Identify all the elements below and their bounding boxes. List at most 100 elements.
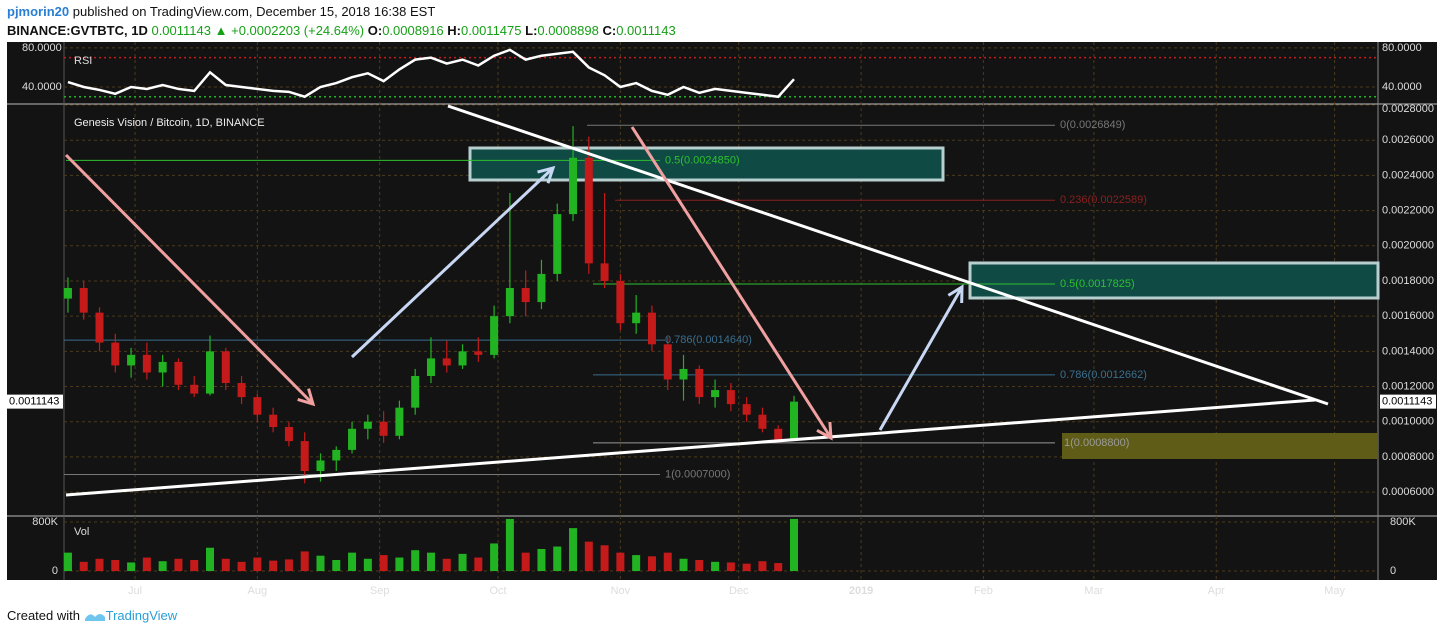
- chart-bg: [7, 42, 1437, 580]
- arrow: [878, 286, 964, 431]
- volume-bar: [316, 555, 325, 572]
- candle-body: [758, 414, 767, 429]
- rsi-tick-label: 80.0000: [22, 42, 62, 54]
- candle-body: [537, 273, 546, 303]
- x-tick-label: Jul: [128, 585, 142, 597]
- candle-body: [253, 397, 262, 415]
- arrow: [64, 153, 315, 406]
- brand[interactable]: TradingView: [105, 608, 178, 623]
- candle-body: [79, 288, 88, 313]
- volume-bar: [395, 557, 404, 572]
- volume-bar: [632, 555, 641, 572]
- candle-body: [95, 312, 104, 343]
- rsi-label: RSI: [74, 55, 92, 67]
- volume-bar: [474, 557, 483, 572]
- grid: [7, 42, 1437, 580]
- volume-bar: [521, 552, 530, 572]
- vol-tick-label: 0: [52, 565, 58, 577]
- target-box: [468, 146, 945, 182]
- candle-body: [190, 384, 199, 394]
- price-tag-bg: [7, 394, 63, 409]
- drawings: [64, 124, 1380, 476]
- candle-body: [348, 428, 357, 450]
- trendline: [447, 104, 1329, 406]
- volume-bar: [458, 553, 467, 572]
- fib-label: 0(0.0026849): [1060, 119, 1125, 131]
- symbol: BINANCE:GVTBTC, 1D: [7, 23, 148, 38]
- rsi-line: [67, 48, 795, 99]
- target-box: [968, 261, 1380, 300]
- fib-label: 0.5(0.0017825): [1060, 278, 1135, 290]
- candle-body: [363, 421, 372, 429]
- arrow: [630, 126, 833, 439]
- overlay: Jul Aug Sep Oct Nov Dec 2019 Feb Mar Apr May 0.0006…: [7, 42, 1436, 597]
- candle-body: [300, 441, 309, 472]
- arrow-head: [947, 284, 964, 304]
- y-tick-label: 0.0016000: [1382, 310, 1434, 322]
- rsi-tick-label: 80.0000: [1382, 42, 1422, 54]
- price-tag-bg: [1380, 394, 1436, 409]
- volume-bar: [569, 528, 578, 572]
- volume-bar: [726, 562, 735, 572]
- volume-bar: [127, 562, 136, 572]
- volume-bar: [758, 561, 767, 572]
- candle-body: [711, 390, 720, 398]
- price-tag: 0.0011143: [1382, 396, 1432, 408]
- y-tick-label: 0.0026000: [1382, 134, 1434, 146]
- candle-body: [616, 280, 625, 324]
- volume-bar: [348, 552, 357, 572]
- x-tick-label: Aug: [248, 585, 268, 597]
- author[interactable]: pjmorin20: [7, 4, 70, 19]
- candle-body: [790, 401, 798, 441]
- candle-body: [127, 354, 136, 366]
- vol-label: Vol: [74, 526, 89, 538]
- volume-bar: [79, 561, 88, 572]
- candle-body: [584, 157, 593, 264]
- support-box: [1062, 433, 1378, 459]
- x-tick-label: May: [1324, 585, 1345, 597]
- volume-bar: [300, 551, 309, 572]
- volume-bar: [411, 550, 420, 572]
- y-tick-label: 0.0012000: [1382, 380, 1434, 392]
- candle-body: [426, 358, 435, 376]
- volume-bar: [190, 559, 199, 572]
- volume-bar: [679, 558, 688, 572]
- candle-body: [174, 361, 183, 385]
- candle-body: [505, 288, 514, 317]
- candle-body: [695, 368, 704, 398]
- fib-label: 0.236(0.0022589): [1060, 194, 1147, 206]
- volume-bar: [426, 552, 435, 572]
- volume-bar: [269, 560, 278, 572]
- volume-bar: [284, 559, 293, 572]
- candle-body: [395, 407, 404, 436]
- close: 0.0011143: [616, 23, 676, 38]
- candle-body: [206, 351, 214, 394]
- change: +0.0002203 (+24.64%): [231, 23, 365, 38]
- candle-body: [742, 404, 751, 415]
- candle-body: [442, 358, 451, 366]
- y-tick-label: 0.0018000: [1382, 275, 1434, 287]
- volume-bar: [442, 558, 451, 572]
- logo: [84, 614, 105, 621]
- volume-bar: [174, 558, 183, 572]
- volume-bar: [95, 558, 104, 572]
- x-tick-label: Apr: [1208, 585, 1225, 597]
- volume-bar: [253, 557, 262, 572]
- volume-bar: [774, 563, 783, 572]
- volume-bar: [600, 545, 609, 572]
- volume-bar: [111, 559, 120, 572]
- volume-bar: [158, 561, 167, 572]
- candle-body: [316, 460, 325, 472]
- volume-bar: [584, 541, 593, 572]
- published: published on TradingView.com, December 1…: [72, 4, 436, 19]
- x-tick-label: Mar: [1084, 585, 1103, 597]
- candle-body: [111, 342, 120, 366]
- candle-body: [632, 312, 641, 324]
- candle-body: [490, 316, 499, 355]
- volume-bar: [237, 561, 246, 572]
- candle-body: [679, 368, 688, 380]
- candle-body: [269, 414, 278, 428]
- volume-bar: [537, 548, 546, 572]
- fib-label: 1(0.0008800): [1064, 437, 1129, 449]
